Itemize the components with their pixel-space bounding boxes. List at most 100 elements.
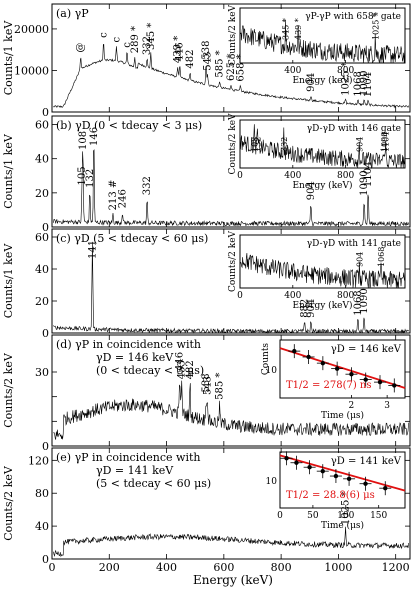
inset-fit-label-d: T1/2 = 278(7) ns — [286, 380, 372, 391]
inset-gate-label-b: γD-γD with 146 gate — [307, 124, 401, 134]
inset-point-e — [333, 473, 339, 479]
y-tick-label-b: 40 — [35, 153, 49, 166]
inset-point-e — [294, 460, 299, 465]
inset-point-d — [377, 379, 383, 385]
x-tick-label-e: 200 — [99, 561, 120, 574]
plot-frame-a — [51, 3, 411, 113]
peak-label-d: 482 — [185, 360, 196, 379]
peak-label-b: 105 — [77, 166, 88, 185]
inset-ylabel-c: Counts/2 keV — [228, 230, 238, 292]
peak-label-a: 345 * — [146, 23, 157, 50]
inset-xlabel-d: Time (μs) — [321, 410, 364, 421]
peak-label-d: 453 — [177, 360, 188, 379]
x-tick-label-e: 0 — [49, 561, 56, 574]
inset-frame-a — [239, 7, 406, 64]
inset-gate-label-c: γD-γD with 141 gate — [307, 239, 401, 249]
peak-label-d: 446 — [175, 352, 186, 371]
y-tick-label-d: 0 — [42, 440, 49, 453]
panel-label-b: (b) γD (0 < tdecay < 3 μs) — [56, 119, 202, 132]
inset-xtick-label-b: 0 — [237, 171, 243, 181]
panel-b: 0 20 40 60 Counts/1 keV (b) γD (0 < tdecay < … — [2, 113, 411, 234]
y-tick-label-e: 40 — [35, 520, 49, 533]
inset-peak-label-b: 332 — [280, 137, 289, 152]
peak-label-d: 538 — [201, 373, 212, 392]
inset-peak-label-c: 904 — [355, 252, 364, 267]
inset-xtick-label-a: 400 — [284, 66, 301, 76]
peak-label-c: 1090 — [359, 288, 370, 313]
inset-spectrum-b — [239, 124, 405, 169]
peak-label-c: 904 — [306, 299, 317, 318]
peak-label-a: 289 * — [130, 26, 141, 53]
panel-label2-e: γD = 141 keV — [96, 464, 174, 477]
spectrum-line-d — [53, 380, 409, 440]
inset-peak-label-b: 108 — [250, 137, 259, 152]
peak-label-d: 585 * — [215, 373, 226, 400]
inset-point-d — [320, 360, 326, 366]
y-tick-label-a: 10000 — [14, 64, 49, 77]
peak-label-a: 625 * — [226, 54, 237, 81]
plot-frame-c — [51, 228, 411, 334]
x-tick-label-e: 800 — [271, 561, 292, 574]
inset-frame-c — [239, 234, 406, 289]
inset-point-d — [334, 366, 340, 371]
inset-xlabel-e: Time (μs) — [321, 520, 364, 531]
inset-point-e — [363, 481, 368, 486]
peak-label-a: 585 * — [215, 50, 226, 77]
inset-point-e — [346, 476, 352, 482]
inset-xtick-label-c: 0 — [237, 291, 243, 301]
y-tick-label-b: 0 — [42, 221, 49, 234]
peak-label-a: 658 * — [235, 54, 246, 81]
y-tick-label-e: 80 — [35, 487, 49, 500]
peak-label-b: 213 # — [108, 180, 119, 211]
peak-label-b: 146 — [89, 127, 100, 146]
y-tick-label-b: 60 — [35, 119, 49, 132]
peak-label-b: 132 — [85, 169, 96, 188]
peak-label-a: 439 * — [173, 36, 184, 63]
inset-xlabel-c: Energy (keV) — [292, 300, 352, 311]
inset-xtick-label-e: 0 — [277, 511, 283, 521]
y-tick-label-c: 60 — [35, 231, 49, 244]
y-tick-label-c: 0 — [42, 327, 49, 340]
peak-label-c: 141 — [87, 240, 98, 259]
panel-label-c: (c) γD (5 < tdecay < 60 μs) — [56, 232, 208, 245]
y-axis-label-b: Counts/1 keV — [2, 133, 15, 209]
inset-point-e — [320, 468, 325, 474]
peak-label-b: 246 — [117, 189, 128, 208]
inset-xtick-label-b: 800 — [337, 171, 354, 181]
inset-xlabel-b: Energy (keV) — [292, 180, 352, 191]
panel-label3-e: (5 < tdecay < 60 μs) — [96, 477, 211, 490]
panel-label3-d: (0 < tdecay < 3 μs) — [96, 364, 204, 377]
inset-frame-d — [279, 339, 406, 399]
inset-xtick-label-b: 400 — [284, 171, 301, 181]
inset-gate-label-d: γD = 146 keV — [331, 344, 402, 355]
inset-peak-label-a: 1025 * — [371, 13, 380, 40]
y-axis-label-c: Counts/1 keV — [2, 243, 15, 319]
spectrum-line-b — [53, 149, 409, 227]
inset-point-d — [292, 348, 297, 354]
inset-point-e — [307, 465, 312, 470]
peak-label-a: 1025 * — [341, 62, 352, 96]
peak-label-d: 543 — [203, 376, 214, 395]
y-tick-label-c: 20 — [35, 295, 49, 308]
inset-xtick-label-e: 150 — [370, 511, 387, 521]
inset-peak-label-a: 439 * — [294, 18, 303, 40]
inset-ylabel-d: Counts — [261, 343, 271, 376]
peak-label-b: 108 — [78, 131, 89, 150]
inset-ylabel-b: Counts/2 keV — [228, 113, 238, 175]
peak-label-a: 1068 — [353, 71, 364, 96]
inset-gate-label-e: γD = 141 keV — [331, 456, 402, 467]
peak-label-a: 904 — [306, 73, 317, 92]
peak-label-c: 1068 — [353, 290, 364, 315]
peak-label-a: 1104 — [363, 72, 374, 97]
peak-label-b: 332 — [142, 176, 153, 195]
peak-label-b: 1090 — [359, 170, 370, 195]
inset-peak-label-b: 904 — [355, 137, 364, 152]
inset-gate-label-a: γP-γP with 658* gate — [305, 12, 401, 22]
peak-label-a: c — [111, 36, 122, 42]
